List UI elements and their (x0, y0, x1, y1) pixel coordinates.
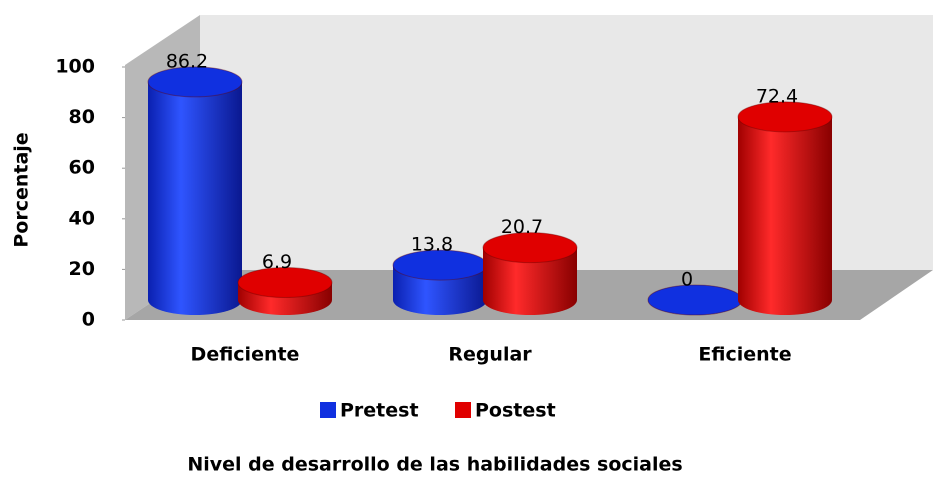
y-tick-label: 80 (69, 106, 95, 128)
cylinder-top (482, 232, 578, 264)
cylinder-top (147, 66, 243, 98)
cylinder (147, 66, 243, 315)
cylinder (647, 284, 743, 316)
y-tick-label: 40 (69, 207, 95, 229)
cylinder (482, 232, 578, 315)
x-tick-label: Eficiente (698, 344, 791, 366)
y-tick-label: 0 (82, 309, 95, 331)
y-tick-label: 60 (69, 157, 95, 179)
y-tick-label: 100 (55, 56, 95, 78)
legend-label: Pretest (340, 400, 419, 422)
legend-swatch (455, 402, 471, 418)
x-axis-title: Nivel de desarrollo de las habilidades s… (187, 454, 682, 476)
cylinder-top (237, 267, 333, 299)
cylinder (392, 249, 488, 315)
cylinder-top (737, 101, 833, 133)
data-label: 86.2 (166, 50, 208, 72)
cylinder-body (738, 116, 832, 300)
cylinder (737, 101, 833, 315)
data-label: 72.4 (756, 85, 798, 107)
y-axis-title: Porcentaje (11, 132, 33, 247)
x-tick-label: Regular (448, 344, 532, 366)
legend-label: Postest (475, 400, 556, 422)
cylinder-top (647, 284, 743, 316)
plot: 0 20 40 60 80 100 Deficiente Regular Eficiente 86… (55, 50, 833, 422)
legend-swatch (320, 402, 336, 418)
x-tick-label: Deficiente (191, 344, 300, 366)
data-label: 13.8 (411, 234, 453, 256)
data-label: 0 (681, 269, 693, 291)
cylinder (237, 267, 333, 315)
data-label: 20.7 (501, 216, 543, 238)
y-tick-label: 20 (69, 258, 95, 280)
data-label: 6.9 (262, 251, 292, 273)
cylinder-body (148, 81, 242, 300)
